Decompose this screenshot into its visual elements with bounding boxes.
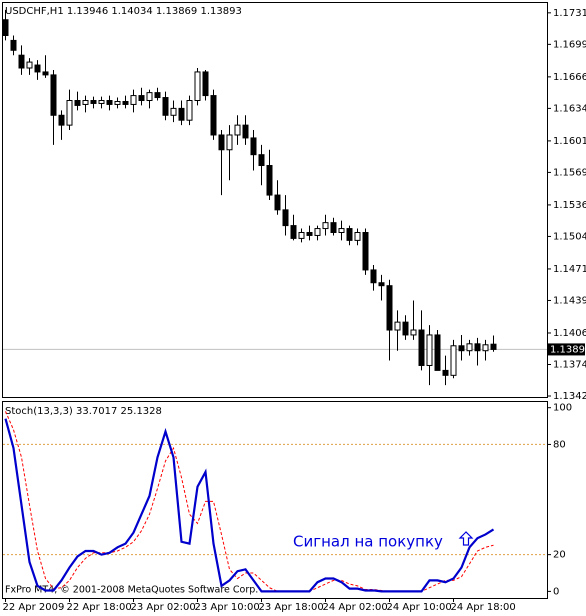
- y-tick-label: 0: [553, 586, 559, 597]
- y-tick-label: 1.16010: [553, 136, 586, 147]
- y-tick-label: 1.15360: [553, 200, 586, 211]
- candle-body: [122, 100, 129, 105]
- current-price-label: 1.13893: [550, 344, 586, 355]
- x-tick-label: 24 Apr 02:00: [323, 602, 388, 613]
- candle-body: [362, 231, 369, 271]
- y-tick-label: 1.13420: [553, 391, 586, 402]
- candle-body: [426, 334, 433, 366]
- candle-body: [146, 92, 153, 102]
- candle-body: [34, 64, 41, 73]
- candle-body: [242, 124, 249, 139]
- candle-body: [402, 321, 409, 336]
- candle-body: [2, 19, 9, 36]
- candle-body: [418, 329, 425, 366]
- candle-body: [338, 228, 345, 233]
- footer: FxPro MT4, © 2001-2008 MetaQuotes Softwa…: [5, 585, 258, 596]
- candle-body: [210, 95, 217, 136]
- candle-body: [90, 100, 97, 104]
- candle-body: [42, 71, 49, 76]
- candle-body: [194, 71, 201, 102]
- y-tick-label: 20: [553, 550, 566, 561]
- x-tick-label: 23 Apr 10:00: [195, 602, 260, 613]
- candle-body: [394, 321, 401, 331]
- y-tick-label: 1.14710: [553, 264, 586, 275]
- x-tick-label: 23 Apr 02:00: [131, 602, 196, 613]
- candle-body: [346, 228, 353, 241]
- y-tick-label: 1.16340: [553, 103, 586, 114]
- candle-body: [306, 231, 313, 236]
- y-tick-label: 1.14390: [553, 295, 586, 306]
- candle-body: [290, 225, 297, 239]
- candle-body: [106, 100, 113, 105]
- x-tick-label: 22 Apr 2009: [3, 602, 65, 613]
- candle-body: [450, 345, 457, 376]
- candle-body: [466, 343, 473, 352]
- x-tick-label: 24 Apr 18:00: [451, 602, 516, 613]
- candle-body: [298, 231, 305, 239]
- candle-body: [458, 345, 465, 352]
- candle-body: [354, 231, 361, 241]
- x-tick-label: 22 Apr 18:00: [67, 602, 132, 613]
- price-panel: [2, 2, 548, 398]
- candle-body: [26, 61, 33, 69]
- candle-body: [370, 269, 377, 284]
- y-tick-label: 1.16660: [553, 72, 586, 83]
- candle-body: [314, 228, 321, 236]
- candle-body: [98, 100, 105, 104]
- candle-body: [258, 154, 265, 167]
- candle-body: [434, 334, 441, 371]
- y-tick-label: 1.15690: [553, 167, 586, 178]
- candle-body: [138, 95, 145, 102]
- y-tick-label: 100: [553, 403, 572, 414]
- candle-body: [218, 134, 225, 151]
- stoch-panel: [2, 401, 548, 599]
- stoch-title: Stoch(13,3,3) 33.7017 25.1328: [5, 406, 162, 417]
- candle-body: [170, 107, 177, 116]
- candle-body: [10, 39, 17, 51]
- arrow-icon: [458, 531, 474, 546]
- candle-body: [490, 343, 497, 350]
- candle-body: [322, 222, 329, 230]
- candle-body: [482, 344, 489, 352]
- candle-body: [162, 97, 169, 116]
- y-tick-label: 80: [553, 439, 566, 450]
- y-tick-label: 1.15040: [553, 231, 586, 242]
- candle-body: [386, 285, 393, 331]
- candle-body: [58, 114, 65, 126]
- candle-body: [250, 137, 257, 156]
- chart-title: USDCHF,H1 1.13946 1.14034 1.13869 1.1389…: [5, 6, 242, 17]
- candle-body: [18, 54, 25, 69]
- candle-body: [66, 100, 73, 126]
- candle-body: [74, 100, 81, 106]
- candle-body: [474, 343, 481, 352]
- y-tick-label: 1.17310: [553, 8, 586, 19]
- candle-body: [410, 329, 417, 336]
- candle-body: [274, 194, 281, 211]
- candle-body: [378, 282, 385, 287]
- candle-body: [130, 95, 137, 105]
- candle-body: [266, 165, 273, 196]
- y-tick-label: 1.16990: [553, 39, 586, 50]
- candle-body: [178, 107, 185, 121]
- candle-body: [186, 100, 193, 121]
- candle-body: [50, 74, 57, 116]
- x-tick-label: 23 Apr 18:00: [259, 602, 324, 613]
- y-tick-label: 1.13740: [553, 359, 586, 370]
- candle-body: [226, 134, 233, 151]
- candle-body: [114, 100, 121, 105]
- annotation: Сигнал на покупку: [293, 533, 443, 551]
- candle-body: [82, 100, 89, 105]
- current-price-box: [548, 343, 585, 356]
- candle-body: [330, 222, 337, 233]
- stoch-line: [4, 418, 495, 593]
- x-tick-label: 24 Apr 10:00: [387, 602, 452, 613]
- candle-body: [202, 71, 209, 97]
- candle-body: [234, 124, 241, 136]
- candle-body: [442, 369, 449, 376]
- candle-body: [282, 209, 289, 227]
- y-tick-label: 1.14060: [553, 328, 586, 339]
- candle-body: [154, 92, 161, 99]
